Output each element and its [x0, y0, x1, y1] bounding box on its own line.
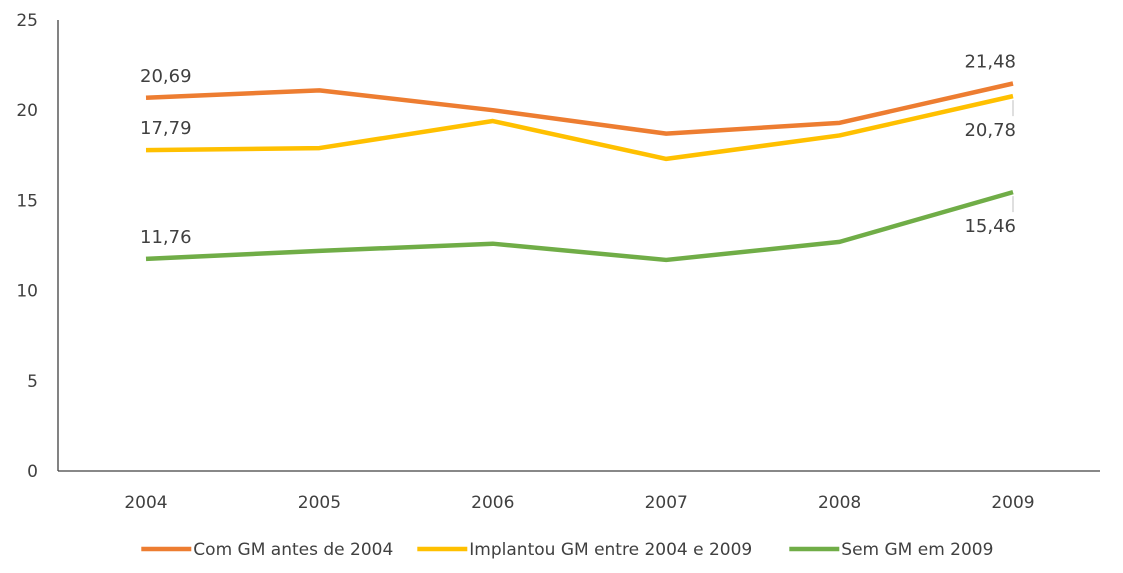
data-label: 20,69 — [140, 66, 192, 87]
x-tick-label: 2009 — [991, 493, 1034, 513]
data-label: 20,78 — [964, 120, 1016, 141]
data-label: 15,46 — [964, 216, 1016, 237]
y-tick-label: 10 — [16, 282, 38, 302]
legend-label-3: Sem GM em 2009 — [841, 540, 993, 560]
x-tick-label: 2004 — [124, 493, 167, 513]
legend-label-2: Implantou GM entre 2004 e 2009 — [469, 540, 752, 560]
data-label: 17,79 — [140, 118, 192, 139]
series-line-1 — [145, 81, 1014, 136]
x-tick-label: 2007 — [645, 493, 688, 513]
y-tick-label: 25 — [16, 11, 38, 31]
x-tick-label: 2006 — [471, 493, 514, 513]
y-tick-label: 15 — [16, 191, 38, 211]
legend-label-1: Com GM antes de 2004 — [193, 540, 393, 560]
series-line-3 — [145, 189, 1014, 263]
x-tick-label: 2005 — [298, 493, 341, 513]
y-tick-label: 0 — [27, 462, 38, 482]
data-label: 11,76 — [140, 227, 192, 248]
y-tick-label: 20 — [16, 101, 38, 121]
y-tick-label: 5 — [27, 372, 38, 392]
x-tick-label: 2008 — [818, 493, 861, 513]
data-label: 21,48 — [964, 52, 1016, 73]
series-line-2 — [145, 93, 1014, 162]
